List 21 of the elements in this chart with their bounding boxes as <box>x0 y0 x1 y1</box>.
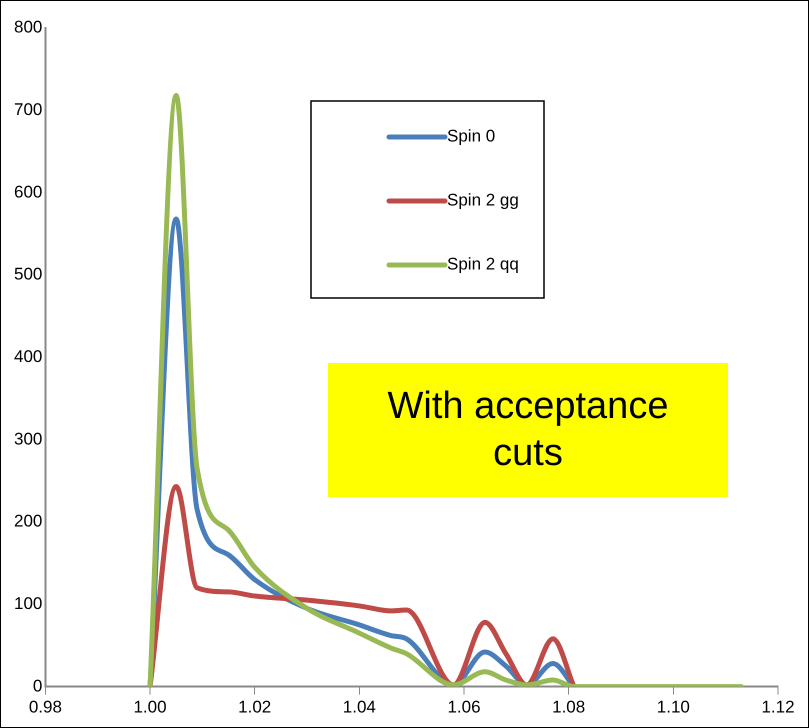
x-tick-label: 1.08 <box>552 697 586 716</box>
x-tick-label: 0.98 <box>28 697 62 716</box>
note-box: With acceptance cuts <box>328 363 728 497</box>
x-tick-label: 1.04 <box>342 697 376 716</box>
x-tick-label: 1.00 <box>133 697 167 716</box>
legend-label: Spin 2 gg <box>447 190 519 210</box>
y-tick-label: 500 <box>14 264 42 284</box>
y-tick-label: 800 <box>14 18 42 37</box>
legend-label: Spin 2 qq <box>447 254 519 274</box>
x-tick-label: 1.06 <box>447 697 481 716</box>
y-tick-label: 100 <box>14 594 42 613</box>
x-tick-label: 1.12 <box>761 697 795 716</box>
legend-label: Spin 0 <box>447 126 496 146</box>
x-tick-label: 1.10 <box>656 697 690 716</box>
y-tick-label: 200 <box>14 512 42 531</box>
y-tick-label: 0 <box>32 676 42 696</box>
x-tick-label: 1.02 <box>238 697 272 716</box>
y-tick-label: 300 <box>14 429 42 448</box>
y-tick-label: 600 <box>14 182 42 202</box>
y-tick-label: 400 <box>14 346 42 366</box>
y-tick-label: 700 <box>14 100 42 120</box>
